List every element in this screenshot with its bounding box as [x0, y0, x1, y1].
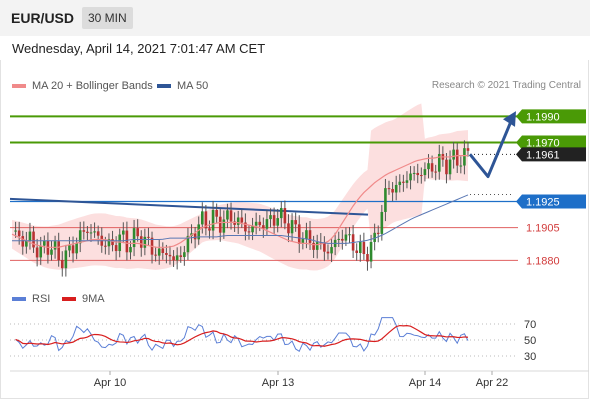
- copyright: Research © 2021 Trading Central: [431, 80, 581, 91]
- chart-header: EUR/USD 30 MIN: [0, 0, 590, 36]
- ma9-swatch: [62, 297, 76, 301]
- legend-rsi: RSI: [12, 293, 50, 305]
- chart-card: [0, 60, 589, 399]
- ma20-swatch: [12, 84, 26, 88]
- rsi-swatch: [12, 297, 26, 301]
- ma50-swatch: [157, 84, 171, 88]
- legend-ma50: MA 50: [157, 80, 208, 92]
- timestamp: Wednesday, April 14, 2021 7:01:47 AM CET: [12, 41, 266, 56]
- symbol-label: EUR/USD: [11, 10, 75, 26]
- ma20-legend-label: MA 20 + Bollinger Bands: [32, 80, 153, 92]
- rsi-legend-label: RSI: [32, 293, 51, 305]
- legend-9ma: 9MA: [62, 293, 105, 305]
- ma50-legend-label: MA 50: [177, 80, 209, 92]
- ma9-legend-label: 9MA: [82, 293, 105, 305]
- legend-ma20: MA 20 + Bollinger Bands: [12, 80, 153, 92]
- timeframe-button[interactable]: 30 MIN: [82, 7, 133, 29]
